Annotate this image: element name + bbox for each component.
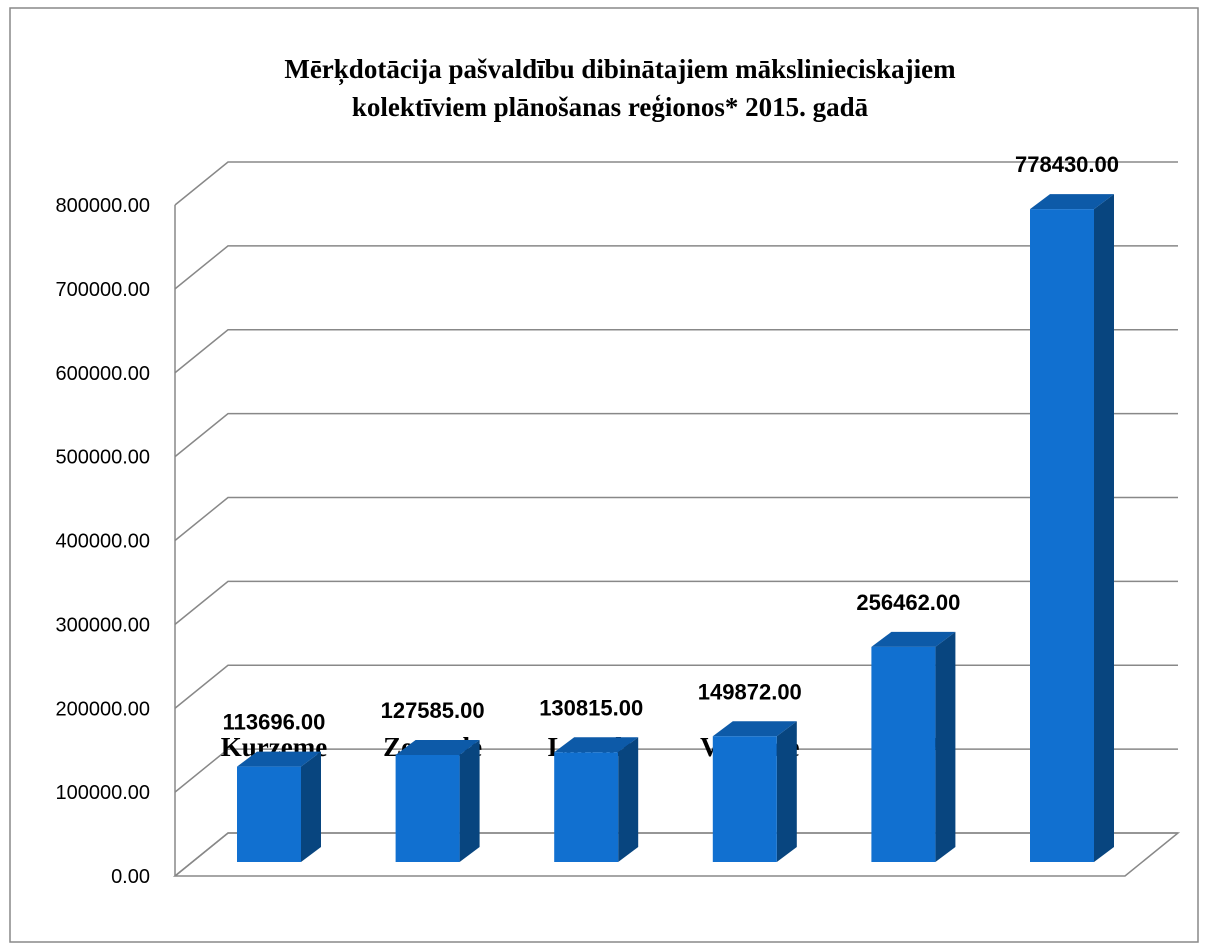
grid-line xyxy=(174,664,1178,709)
bar-top xyxy=(554,737,639,753)
data-label: 256462.00 xyxy=(856,590,960,615)
bar-front xyxy=(1030,209,1094,862)
grid-line xyxy=(174,245,1178,290)
bar-front xyxy=(395,754,460,862)
y-tick-label: 100000.00 xyxy=(55,782,150,804)
data-label: 778430.00 xyxy=(1015,152,1119,177)
grid-line xyxy=(174,580,1178,625)
bar-side xyxy=(618,737,639,862)
data-label: 130815.00 xyxy=(539,695,643,720)
bar-side xyxy=(459,739,480,862)
bar xyxy=(1030,194,1114,862)
bar xyxy=(395,739,480,862)
grid-line xyxy=(174,329,1178,374)
grid-line xyxy=(174,161,1178,206)
bar-side xyxy=(776,721,797,862)
bar-top xyxy=(1030,194,1114,210)
bar-top xyxy=(871,631,956,647)
bar-side xyxy=(935,631,956,862)
bar-top xyxy=(237,751,321,767)
grid-line xyxy=(174,496,1178,542)
y-tick-label: 200000.00 xyxy=(55,698,150,720)
y-tick-label: 800000.00 xyxy=(55,195,150,217)
grid-line xyxy=(174,412,1178,458)
bar-front xyxy=(237,766,301,862)
data-label: 149872.00 xyxy=(698,679,802,704)
bar-front xyxy=(554,752,619,862)
grid-line xyxy=(174,832,1178,877)
bar xyxy=(237,751,321,862)
bar-side xyxy=(301,751,321,862)
chart-title: kolektīviem plānošanas reģionos* 2015. g… xyxy=(352,92,869,122)
bar-side xyxy=(1094,194,1114,862)
bar-top xyxy=(712,721,797,737)
bar xyxy=(871,631,956,862)
chart-title: Mērķdotācija pašvaldību dibinātajiem māk… xyxy=(284,54,956,86)
grid-line xyxy=(174,748,1178,793)
bar-front xyxy=(712,736,777,862)
y-tick-label: 600000.00 xyxy=(55,363,150,385)
bar xyxy=(554,737,639,862)
bar xyxy=(712,721,797,862)
data-label: 127585.00 xyxy=(381,698,485,723)
y-tick-label: 700000.00 xyxy=(55,279,150,301)
bar-front xyxy=(871,646,936,862)
bar-top xyxy=(395,739,480,755)
y-tick-label: 0.00 xyxy=(111,866,150,888)
y-tick-label: 300000.00 xyxy=(55,614,150,636)
y-tick-label: 400000.00 xyxy=(55,531,150,553)
y-tick-label: 500000.00 xyxy=(55,447,150,469)
data-label: 113696.00 xyxy=(223,710,326,735)
